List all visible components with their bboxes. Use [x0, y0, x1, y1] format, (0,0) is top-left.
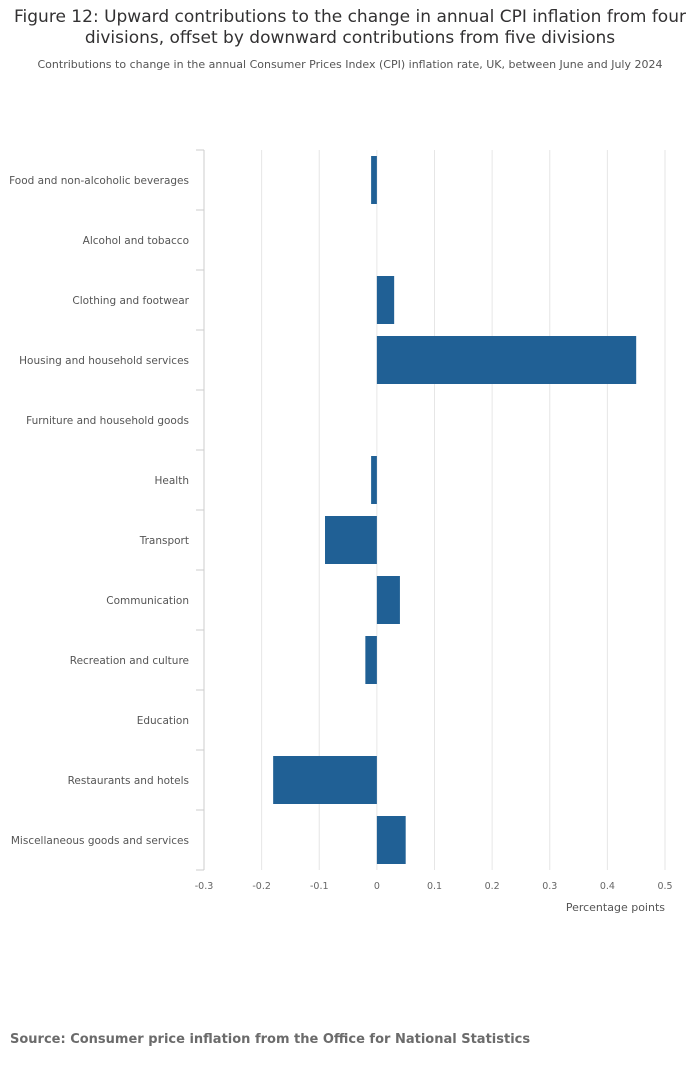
chart-subtitle: Contributions to change in the annual Co… [37, 58, 663, 71]
x-tick-label: -0.1 [310, 881, 329, 892]
bar[interactable] [365, 636, 377, 684]
x-tick-label: 0.5 [657, 881, 672, 892]
bar-chart: -0.3 -0.2 -0.1 0 0.1 0.2 0.3 0.4 0.5 Food and non… [9, 149, 673, 914]
bars [273, 156, 637, 864]
x-tick-label: 0.3 [542, 881, 557, 892]
x-tick-label: 0.4 [600, 881, 615, 892]
x-tick-label: 0.1 [427, 881, 442, 892]
x-tick-label: 0.2 [485, 881, 500, 892]
source-note: Source: Consumer price inflation from th… [10, 1032, 531, 1047]
category-label: Education [137, 715, 189, 727]
bar[interactable] [273, 756, 377, 804]
x-tick-label: -0.3 [195, 881, 214, 892]
category-label: Recreation and culture [70, 655, 189, 667]
bar[interactable] [376, 276, 395, 324]
category-label: Restaurants and hotels [68, 775, 189, 787]
bar[interactable] [376, 816, 406, 864]
grid-lines [261, 150, 666, 870]
axes [196, 149, 205, 871]
x-tick-label: -0.2 [252, 881, 271, 892]
chart-title: Figure 12: Upward contributions to the c… [14, 7, 686, 48]
category-label: Health [155, 475, 189, 487]
bar[interactable] [325, 516, 377, 564]
bar[interactable] [371, 156, 377, 204]
category-label: Communication [106, 595, 189, 607]
bar[interactable] [376, 336, 637, 384]
category-label: Transport [139, 535, 189, 547]
category-label: Food and non-alcoholic beverages [9, 175, 189, 187]
x-axis-title: Percentage points [566, 901, 665, 914]
labels: -0.3 -0.2 -0.1 0 0.1 0.2 0.3 0.4 0.5 Food and non… [9, 175, 672, 914]
category-label: Clothing and footwear [72, 295, 189, 307]
bar[interactable] [376, 576, 400, 624]
category-label: Furniture and household goods [26, 415, 189, 427]
x-tick-label: 0 [374, 881, 380, 892]
category-label: Housing and household services [19, 355, 189, 367]
bar[interactable] [371, 456, 377, 504]
category-label: Miscellaneous goods and services [11, 835, 189, 847]
category-label: Alcohol and tobacco [83, 235, 189, 247]
